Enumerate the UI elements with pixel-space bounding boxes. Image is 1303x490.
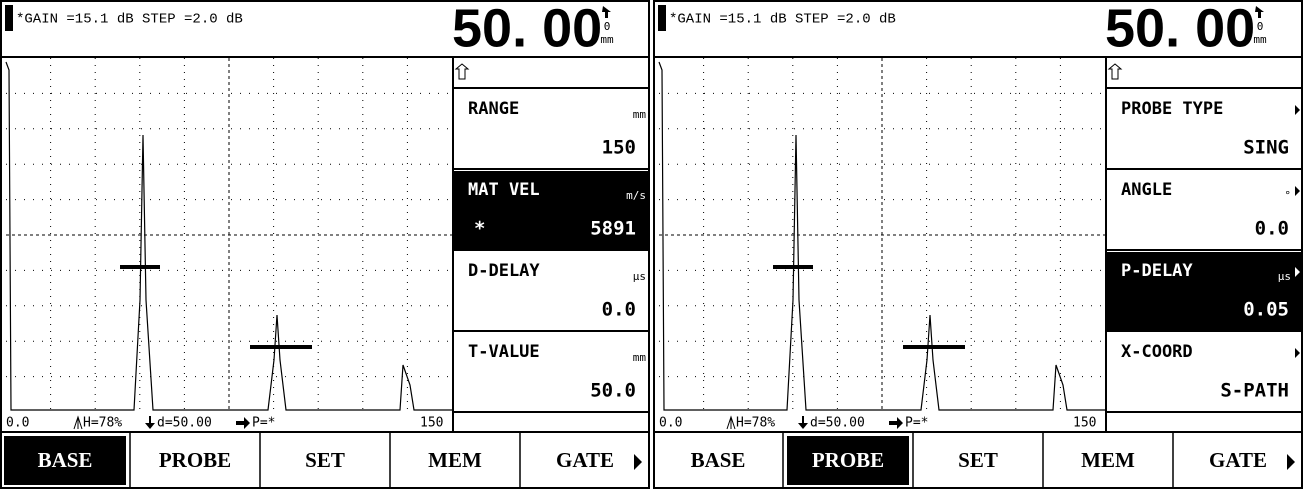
gain-text: *GAIN =15.1 dB STEP =2.0 dB: [669, 12, 896, 28]
arrow-icon: [1295, 348, 1300, 358]
icon-digit: 0: [604, 20, 611, 33]
waveform: [658, 61, 1105, 411]
status-end: 150: [1073, 416, 1096, 431]
menu-unit: mm: [633, 351, 647, 364]
menu-value: 0.0: [1255, 218, 1289, 240]
tab-label[interactable]: GATE: [556, 448, 614, 472]
p-icon: [889, 417, 903, 429]
menu-label[interactable]: P-DELAY: [1121, 261, 1193, 281]
status-p: P=*: [905, 416, 928, 431]
tab-label[interactable]: PROBE: [812, 448, 884, 472]
height-icon: [73, 415, 83, 430]
menu-label[interactable]: PROBE TYPE: [1121, 99, 1223, 119]
tab-label[interactable]: SET: [305, 448, 345, 472]
menu-unit: °: [1284, 189, 1291, 202]
status-start: 0.0: [659, 416, 682, 431]
menu-value: 150: [602, 137, 636, 159]
menu-label[interactable]: ANGLE: [1121, 180, 1172, 200]
menu-label[interactable]: RANGE: [468, 99, 519, 119]
probe-small-icon: [454, 63, 470, 80]
tab-label[interactable]: MEM: [1081, 448, 1135, 472]
menu-marker: *: [474, 218, 485, 240]
panel-border: [0, 0, 650, 489]
status-p: P=*: [252, 416, 275, 431]
menu-label[interactable]: T-VALUE: [468, 342, 540, 362]
menu-value: 0.0: [602, 299, 636, 321]
probe-small-icon: [1107, 63, 1123, 80]
status-end: 150: [420, 416, 443, 431]
tab-label[interactable]: GATE: [1209, 448, 1267, 472]
status-height: H=78%: [736, 416, 775, 431]
tab-label[interactable]: MEM: [428, 448, 482, 472]
menu-unit: µs: [633, 270, 646, 283]
depth-icon: [798, 416, 808, 429]
arrow-icon: [1295, 186, 1300, 196]
gain-text: *GAIN =15.1 dB STEP =2.0 dB: [16, 12, 243, 28]
menu-item-selected: [454, 171, 648, 249]
menu-value: SING: [1243, 137, 1289, 159]
tab-label[interactable]: SET: [958, 448, 998, 472]
waveform: [5, 61, 452, 411]
tab-label[interactable]: BASE: [691, 448, 746, 472]
status-depth: d=50.00: [810, 416, 865, 431]
panel-border: [653, 0, 1303, 489]
tab-active: [787, 436, 909, 485]
status-depth: d=50.00: [157, 416, 212, 431]
reading: 50. 00: [1105, 0, 1255, 58]
icon-unit: mm: [1253, 33, 1267, 46]
menu-value: S-PATH: [1220, 380, 1289, 402]
menu-value: 50.0: [590, 380, 636, 402]
arrow-icon: [1295, 105, 1300, 115]
p-icon: [236, 417, 250, 429]
height-icon: [726, 415, 736, 430]
menu-item-selected: [1107, 252, 1301, 330]
icon-unit: mm: [600, 33, 614, 46]
battery-icon: [5, 5, 13, 31]
menu-value: 0.05: [1243, 299, 1289, 321]
menu-label[interactable]: D-DELAY: [468, 261, 540, 281]
arrow-icon: [1287, 454, 1295, 470]
menu-value: 5891: [590, 218, 636, 240]
reading: 50. 00: [452, 0, 602, 58]
status-height: H=78%: [83, 416, 122, 431]
icon-digit: 0: [1257, 20, 1264, 33]
status-start: 0.0: [6, 416, 29, 431]
menu-unit: m/s: [626, 189, 646, 202]
tab-active: [4, 436, 126, 485]
menu-unit: µs: [1278, 270, 1291, 283]
arrow-icon: [634, 454, 642, 470]
menu-unit: mm: [633, 108, 647, 121]
probe-icon: [1255, 6, 1264, 18]
probe-icon: [602, 6, 611, 18]
menu-label[interactable]: MAT VEL: [468, 180, 540, 200]
battery-icon: [658, 5, 666, 31]
menu-label[interactable]: X-COORD: [1121, 342, 1193, 362]
arrow-icon: [1295, 267, 1300, 277]
tab-label[interactable]: BASE: [38, 448, 93, 472]
tab-label[interactable]: PROBE: [159, 448, 231, 472]
depth-icon: [145, 416, 155, 429]
